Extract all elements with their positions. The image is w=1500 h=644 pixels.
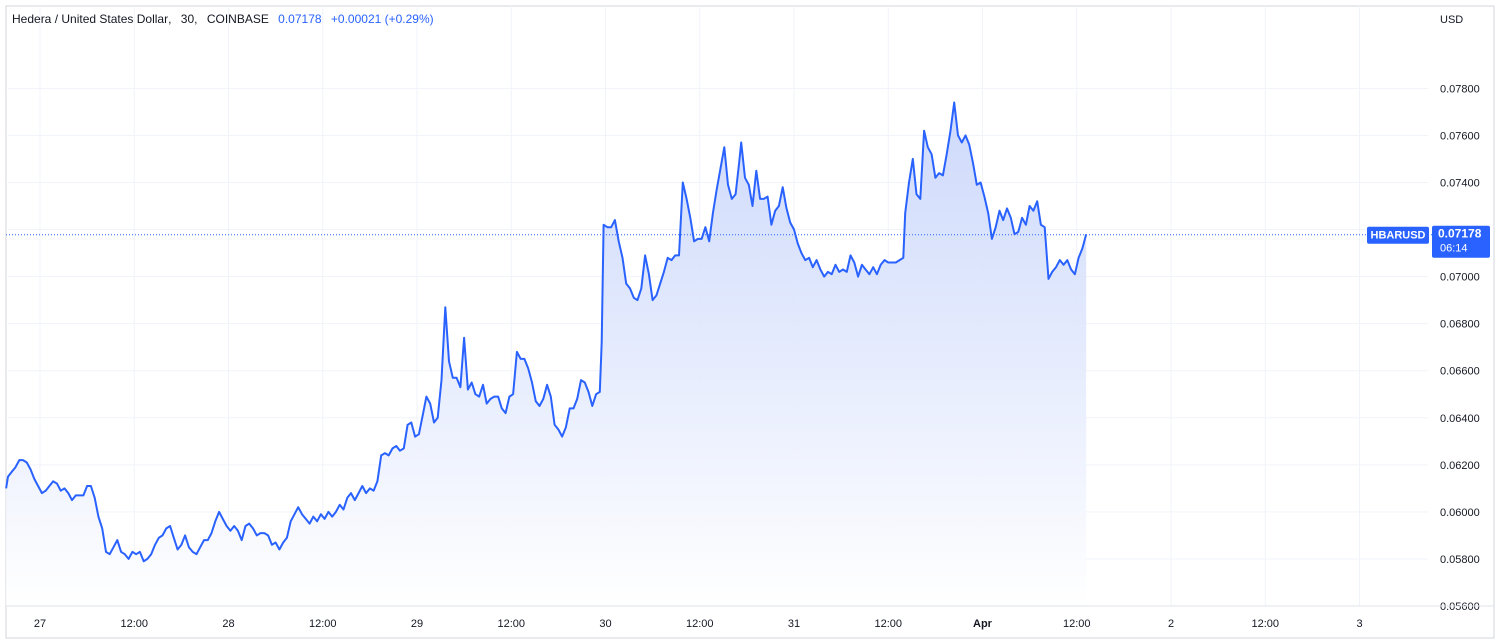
x-tick-label: 12:00 <box>1063 618 1091 630</box>
price-change: +0.00021 (+0.29%) <box>330 12 434 26</box>
ticker-tag: HBARUSD <box>1367 226 1429 244</box>
price-tag: 0.07178 06:14 <box>1432 225 1490 258</box>
interval-label: 30 <box>180 12 195 26</box>
y-tick-label: 0.06400 <box>1440 413 1480 425</box>
y-tick-label: 0.06800 <box>1440 319 1480 331</box>
price-area-fill <box>6 102 1087 606</box>
y-tick-label: 0.07400 <box>1440 177 1480 189</box>
price-line <box>5 101 1088 563</box>
x-tick-label: 12:00 <box>1251 618 1279 630</box>
ticker-tag-bg <box>1367 226 1429 244</box>
x-tick-label: 2 <box>1168 618 1174 630</box>
x-tick-label: 12:00 <box>309 618 337 630</box>
symbol-name: Hedera / United States Dollar <box>12 12 169 26</box>
x-tick-label: 28 <box>222 618 234 630</box>
last-price: 0.07178 <box>278 12 322 26</box>
x-tick-label: 12:00 <box>120 618 148 630</box>
y-tick-label: 0.06600 <box>1440 366 1480 378</box>
exchange-label: COINBASE <box>206 12 269 26</box>
x-tick-label: 27 <box>34 618 46 630</box>
y-tick-label: 0.06000 <box>1440 507 1480 519</box>
chart-border <box>5 5 1495 639</box>
x-tick-label: 29 <box>411 618 423 630</box>
y-tick-label: 0.07000 <box>1440 272 1480 284</box>
symbol-sep: , <box>168 12 172 26</box>
x-tick-label: 30 <box>599 618 611 630</box>
x-axis[interactable]: 27 12:00 28 12:00 29 12:00 30 12:00 31 12:00 Apr 12… <box>6 605 1494 630</box>
y-tick-label: 0.06200 <box>1440 460 1480 472</box>
ticker-tag-text: HBARUSD <box>1371 230 1426 242</box>
price-tag-bg <box>1432 225 1490 258</box>
interval-sep: , <box>194 12 198 26</box>
countdown-timer: 06:14 <box>1440 243 1468 255</box>
y-tick-label: 0.05600 <box>1440 601 1480 613</box>
chart-legend[interactable]: Hedera / United States Dollar, 30, COINB… <box>12 12 440 26</box>
currency-label: USD <box>1440 14 1463 26</box>
y-tick-label: 0.05800 <box>1440 554 1480 566</box>
x-tick-label: 3 <box>1356 618 1362 630</box>
x-tick-label: Apr <box>973 618 993 630</box>
price-tag-value: 0.07178 <box>1438 227 1482 241</box>
x-tick-label: 31 <box>788 618 800 630</box>
y-tick-label: 0.07800 <box>1440 83 1480 95</box>
x-tick-label: 12:00 <box>497 618 525 630</box>
x-tick-label: 12:00 <box>874 618 902 630</box>
y-tick-label: 0.07600 <box>1440 130 1480 142</box>
x-tick-label: 12:00 <box>686 618 714 630</box>
